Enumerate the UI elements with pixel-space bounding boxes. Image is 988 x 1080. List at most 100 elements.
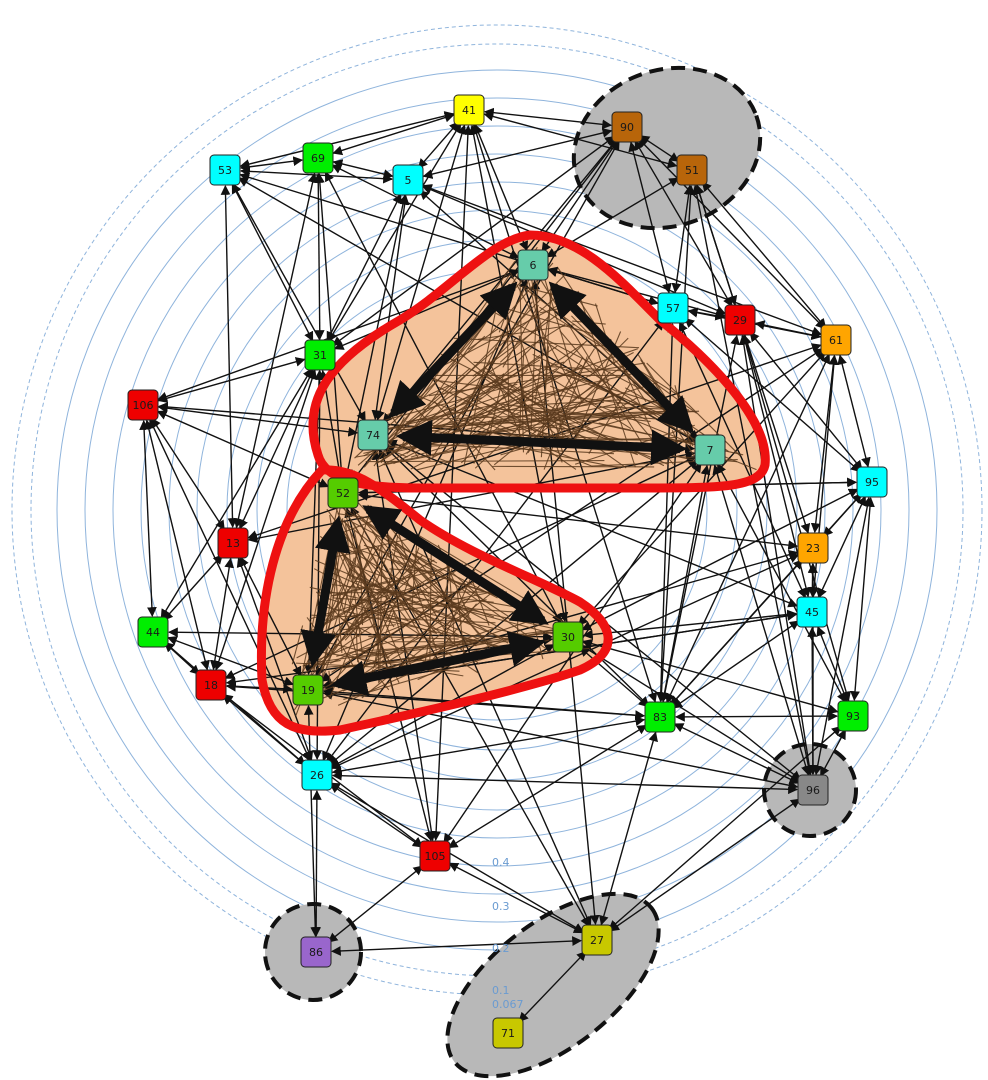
node-label: 19 [301,684,315,697]
ring-labels: 0.4 0.3 0.2 0.10.067 [492,856,524,1011]
node-30[interactable]: 30 [552,621,584,653]
edge-line [582,638,839,715]
edge-line [659,464,711,703]
node-label: 86 [309,946,323,959]
node-95[interactable]: 95 [856,466,888,498]
node-box [137,616,169,648]
node-group-ellipse [571,65,763,231]
edge-line [156,410,330,488]
node-label: 6 [530,259,537,272]
concentric-rings [11,24,983,996]
node-74[interactable]: 74 [357,419,389,451]
node-label: 51 [685,164,699,177]
node-box [301,759,333,791]
cluster-core-arrow [330,631,546,696]
node-box [796,596,828,628]
node-box [644,701,676,733]
node-label: 18 [204,679,218,692]
node-106[interactable]: 106 [127,389,159,421]
ring-label: 0.2 [492,942,510,955]
node-label: 61 [829,334,843,347]
node-label: 27 [590,934,604,947]
node-label: 53 [218,164,232,177]
node-box [517,249,549,281]
node-53[interactable]: 53 [209,154,241,186]
node-5[interactable]: 5 [392,164,424,196]
edge-line [327,865,424,943]
node-31[interactable]: 31 [304,339,336,371]
node-19[interactable]: 19 [292,674,324,706]
node-box [676,154,708,186]
cluster-core-arrow [388,281,518,419]
node-label: 83 [653,711,667,724]
node-7[interactable]: 7 [694,434,726,466]
node-83[interactable]: 83 [644,701,676,733]
node-box [453,94,485,126]
node-box [837,700,869,732]
node-29[interactable]: 29 [724,304,756,336]
cluster-edge-line [359,545,364,626]
edge-line [311,790,322,937]
node-86[interactable]: 86 [300,936,332,968]
node-box [217,527,249,559]
edge-line [675,711,838,722]
node-label: 7 [707,444,714,457]
ring-label: 0.1 [492,984,510,997]
node-27[interactable]: 27 [581,924,613,956]
node-label: 57 [666,302,680,315]
edge-line [837,354,871,468]
ring-label: 0.3 [492,900,510,913]
node-23[interactable]: 23 [797,532,829,564]
node-96[interactable]: 96 [797,774,829,806]
node-41[interactable]: 41 [453,94,485,126]
nodes: 41 90 51 53 69 5 6 57 29 61 31 106 74 7 95 52 13 23 45 44 30… [127,94,888,1049]
node-51[interactable]: 51 [676,154,708,186]
node-57[interactable]: 57 [657,292,689,324]
node-label: 71 [501,1027,515,1040]
node-box [492,1017,524,1049]
node-box [657,292,689,324]
node-box [797,532,829,564]
edge-line [139,420,157,617]
node-label: 95 [865,476,879,489]
node-6[interactable]: 6 [517,249,549,281]
node-61[interactable]: 61 [820,324,852,356]
ring-circle [11,24,983,996]
cluster-core-arrows [300,281,695,696]
node-52[interactable]: 52 [327,477,359,509]
node-93[interactable]: 93 [837,700,869,732]
node-box [357,419,389,451]
node-box [611,111,643,143]
node-box [304,339,336,371]
node-box [419,840,451,872]
node-26[interactable]: 26 [301,759,333,791]
node-13[interactable]: 13 [217,527,249,559]
edge-line [329,783,423,848]
node-71[interactable]: 71 [492,1017,524,1049]
node-label: 106 [133,399,154,412]
node-label: 26 [310,769,324,782]
ring-label: 0.067 [492,998,524,1011]
edge-line [518,950,587,1023]
node-label: 31 [313,349,327,362]
node-45[interactable]: 45 [796,596,828,628]
cluster-core-arrow [395,419,688,466]
node-label: 69 [311,152,325,165]
node-105[interactable]: 105 [419,840,451,872]
edge-line [231,183,314,342]
node-box [209,154,241,186]
edge-line [332,770,798,795]
node-18[interactable]: 18 [195,669,227,701]
node-box [292,674,324,706]
node-44[interactable]: 44 [137,616,169,648]
edge-line [157,357,306,403]
node-box [694,434,726,466]
node-90[interactable]: 90 [611,111,643,143]
node-box [552,621,584,653]
cluster-core-arrow [548,281,695,434]
node-label: 52 [336,487,350,500]
edge-line [303,705,321,937]
node-box [820,324,852,356]
node-69[interactable]: 69 [302,142,334,174]
